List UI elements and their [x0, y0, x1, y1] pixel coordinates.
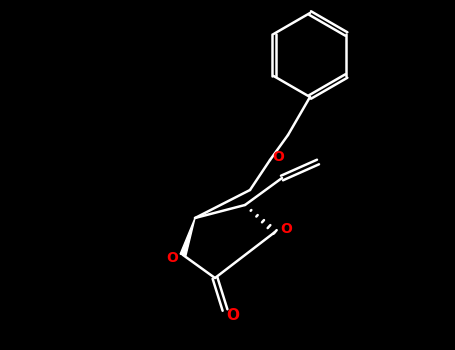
Text: O: O	[227, 308, 239, 322]
Polygon shape	[180, 218, 195, 256]
Text: O: O	[280, 222, 292, 236]
Text: O: O	[166, 251, 178, 265]
Text: O: O	[272, 150, 284, 164]
